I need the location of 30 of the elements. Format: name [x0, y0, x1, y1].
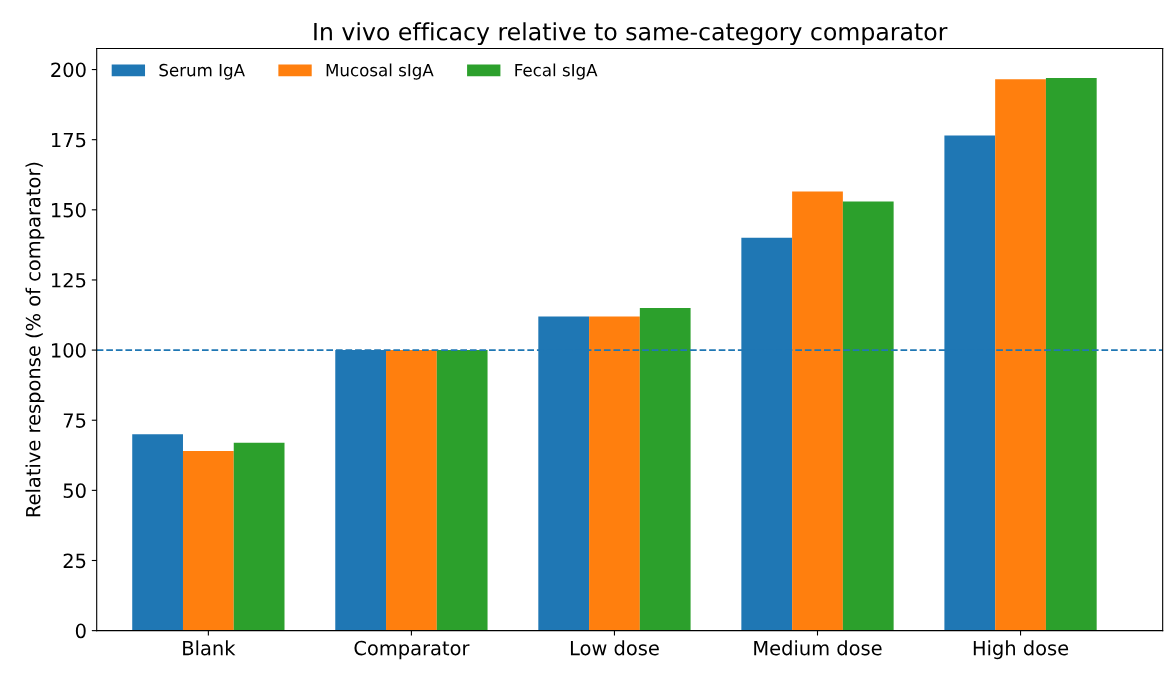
bar: [233, 442, 285, 631]
y-tick-label: 175: [51, 132, 86, 148]
y-tick-label: 125: [51, 272, 86, 288]
y-tick-label: 75: [63, 413, 86, 428]
x-tick-label: Medium dose: [754, 640, 882, 656]
x-tick-label: Low dose: [570, 640, 659, 656]
legend-label: Fecal sIgA: [515, 63, 598, 80]
bar: [132, 434, 183, 631]
bar: [842, 201, 894, 631]
legend-label: Serum IgA: [159, 63, 245, 80]
bar: [1045, 77, 1097, 631]
x-tick-label: High dose: [973, 640, 1069, 660]
y-tick-label: 25: [63, 553, 86, 569]
bar: [995, 79, 1046, 631]
bar: [792, 191, 843, 631]
bar: [386, 350, 437, 631]
bar: [436, 350, 488, 631]
x-tick-label: Comparator: [354, 640, 470, 660]
y-tick-label: 0: [75, 623, 86, 639]
bar: [589, 316, 640, 631]
x-tick-label: Blank: [183, 640, 236, 656]
y-tick-label: 200: [51, 62, 86, 78]
legend-label: Mucosal sIgA: [326, 63, 434, 80]
chart-title: In vivo efficacy relative to same-category comparator: [314, 22, 948, 46]
y-tick-label: 100: [51, 343, 86, 358]
y-axis-title: Relative response (% of comparator): [25, 162, 45, 517]
y-tick-label: 50: [63, 483, 86, 499]
bar: [182, 451, 234, 631]
bar: [639, 308, 691, 631]
y-tick-label: 150: [51, 202, 86, 218]
